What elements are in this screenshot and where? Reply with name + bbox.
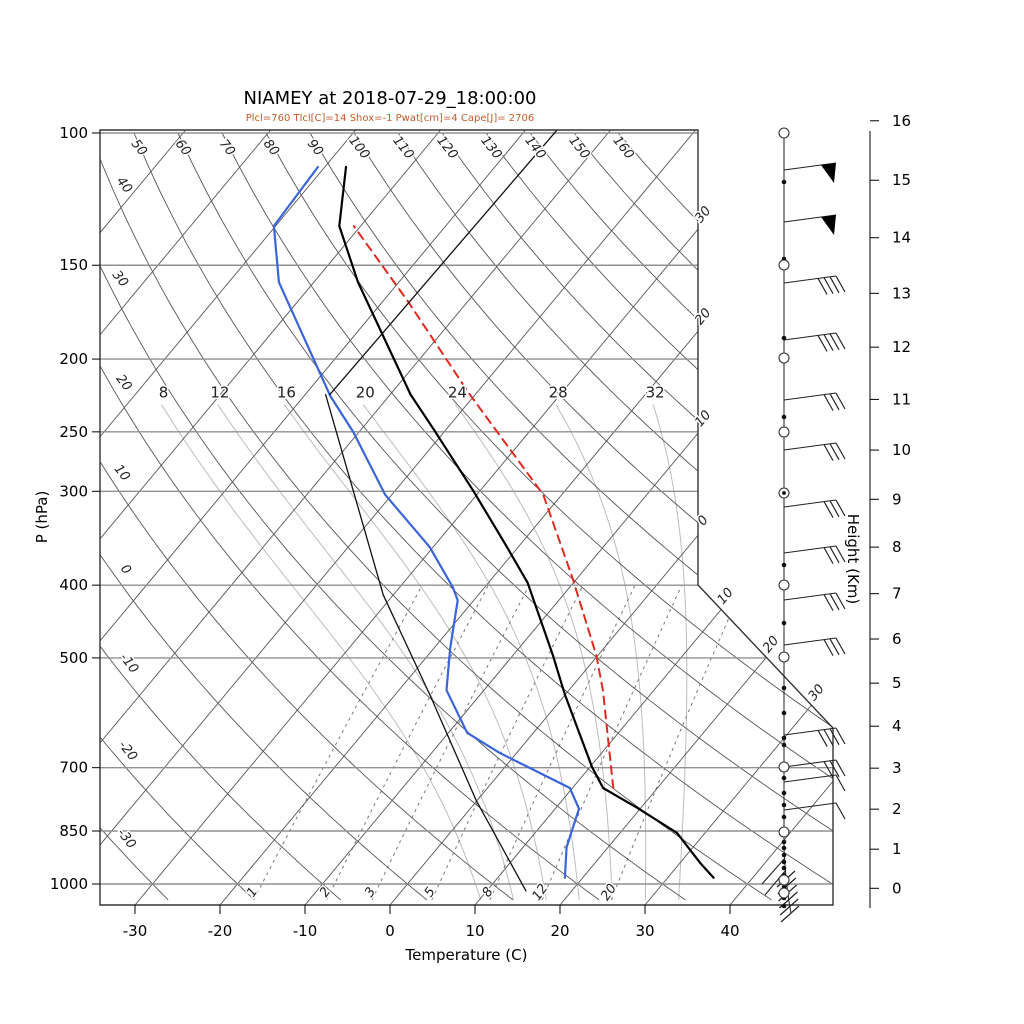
svg-text:-10: -10 [293,922,318,940]
temperature-axis-title: Temperature (C) [405,946,528,964]
svg-text:8: 8 [159,384,169,402]
svg-text:3: 3 [892,759,902,777]
svg-text:850: 850 [59,822,88,840]
temperature-curve [338,165,715,879]
svg-text:1000: 1000 [50,875,88,893]
sounding-level-dots [781,179,787,909]
svg-text:-30: -30 [114,826,139,852]
svg-text:500: 500 [59,649,88,667]
parcel-curve [352,225,615,789]
svg-text:4: 4 [892,717,902,735]
temperature-axis: -30 -20 -10 0 10 20 30 40 [123,905,740,940]
svg-text:32: 32 [646,384,665,402]
svg-text:10: 10 [692,408,714,430]
svg-text:300: 300 [59,482,88,500]
svg-text:150: 150 [565,133,592,162]
sounding-level-circles [778,127,790,899]
svg-text:20: 20 [692,306,714,328]
plot-border [99,129,834,906]
svg-text:8: 8 [892,538,902,556]
svg-text:120: 120 [433,133,460,162]
svg-text:1: 1 [244,885,261,900]
svg-text:10: 10 [111,462,133,484]
wet-bulb-curve [324,393,527,892]
svg-text:10: 10 [465,922,484,940]
pressure-axis: 100 150 200 250 300 400 500 700 850 1000 [50,124,100,893]
svg-text:700: 700 [59,759,88,777]
svg-text:20: 20 [550,922,569,940]
svg-text:14: 14 [892,229,911,247]
svg-text:50: 50 [128,137,150,159]
svg-text:200: 200 [59,350,88,368]
dewpoint-curve [272,165,581,879]
svg-text:7: 7 [892,585,902,603]
svg-text:20: 20 [113,372,135,394]
wind-profile-column [761,127,846,923]
svg-text:100: 100 [59,124,88,142]
svg-text:1: 1 [892,840,902,858]
svg-text:160: 160 [609,133,636,162]
svg-text:10: 10 [892,441,911,459]
svg-text:20: 20 [356,384,375,402]
svg-text:15: 15 [892,171,911,189]
svg-text:0: 0 [892,879,902,897]
background-lines [100,130,833,905]
svg-text:9: 9 [892,490,902,508]
svg-text:5: 5 [892,674,902,692]
svg-text:70: 70 [216,137,238,159]
svg-text:10: 10 [715,585,737,607]
reference-line [329,130,558,396]
sounding-profiles [272,130,715,892]
svg-text:60: 60 [172,137,194,159]
svg-text:40: 40 [720,922,739,940]
svg-text:130: 130 [477,133,504,162]
svg-text:90: 90 [304,137,326,159]
svg-text:6: 6 [892,630,902,648]
isotherm-lines [100,130,833,905]
svg-text:3: 3 [362,885,379,900]
svg-text:30: 30 [635,922,654,940]
svg-text:24: 24 [448,384,467,402]
svg-text:-20: -20 [208,922,233,940]
svg-text:16: 16 [892,112,911,130]
svg-text:12: 12 [210,384,229,402]
svg-text:12: 12 [892,338,911,356]
pressure-gridlines [100,132,833,885]
wind-staff [783,130,792,914]
svg-text:13: 13 [892,284,911,302]
moist-adiabat-lines [161,404,688,901]
svg-text:20: 20 [760,634,782,656]
svg-text:110: 110 [389,133,416,162]
svg-text:16: 16 [277,384,296,402]
svg-text:-30: -30 [123,922,148,940]
svg-text:2: 2 [892,800,902,818]
chart-title: NIAMEY at 2018-07-29_18:00:00 [243,88,537,109]
svg-text:30: 30 [806,682,828,704]
svg-text:30: 30 [692,204,714,226]
svg-text:250: 250 [59,423,88,441]
svg-text:140: 140 [521,133,548,162]
pressure-axis-title: P (hPa) [33,490,51,544]
svg-text:0: 0 [385,922,395,940]
wind-barbs [783,162,846,820]
svg-text:400: 400 [59,576,88,594]
svg-text:-20: -20 [115,738,140,764]
svg-text:11: 11 [892,390,911,408]
height-axis-title: Height (Km) [844,513,862,605]
svg-text:28: 28 [549,384,568,402]
svg-text:8: 8 [480,885,497,900]
chart-parameters-line: Plcl=760 Tlcl[C]=14 Shox=-1 Pwat[cm]=4 C… [245,113,535,124]
svg-text:150: 150 [59,256,88,274]
svg-text:0: 0 [117,562,134,578]
svg-text:30: 30 [109,268,131,290]
svg-text:40: 40 [113,174,135,196]
